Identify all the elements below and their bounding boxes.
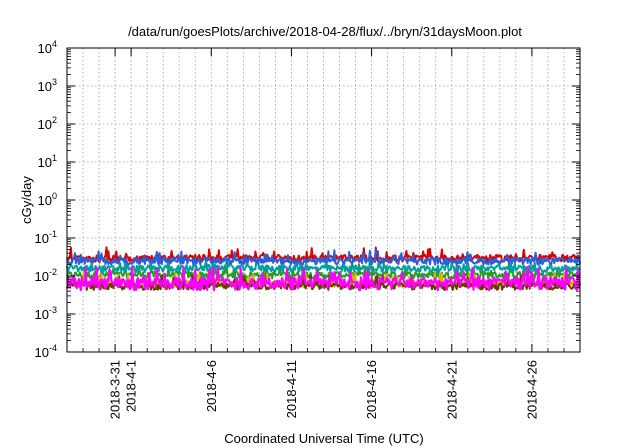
y-tick-exponent: 4 xyxy=(52,39,57,49)
series-line xyxy=(66,263,581,280)
x-axis-label: Coordinated Universal Time (UTC) xyxy=(224,431,423,446)
x-tick-labels: 2018-3-31 2018-4-1 2018-4-6 2018-4-11 2018-4… xyxy=(108,360,540,419)
x-tick-label: 2018-3-31 xyxy=(108,360,123,419)
y-tick-exponent: 0 xyxy=(52,191,57,201)
x-tick-label: 2018-4-21 xyxy=(444,360,459,419)
y-tick-label: 10-4 xyxy=(35,343,57,360)
y-tick-exponent: -4 xyxy=(49,343,57,353)
x-tick-label: 2018-4-6 xyxy=(204,360,219,412)
x-tick-label: 2018-4-26 xyxy=(524,360,539,419)
y-tick-label: 10-3 xyxy=(35,305,57,322)
y-tick-exponent: 2 xyxy=(52,115,57,125)
y-tick-base: 10 xyxy=(38,155,52,170)
series-line xyxy=(65,265,582,292)
y-tick-base: 10 xyxy=(38,193,52,208)
y-tick-exponent: -1 xyxy=(49,229,57,239)
y-tick-label: 104 xyxy=(38,39,57,56)
y-tick-exponent: -3 xyxy=(49,305,57,315)
y-tick-exponent: 1 xyxy=(52,153,57,163)
y-tick-label: 10-2 xyxy=(35,267,57,284)
y-tick-base: 10 xyxy=(38,117,52,132)
chart-title: /data/run/goesPlots/archive/2018-04-28/f… xyxy=(128,24,522,39)
x-tick-label: 2018-4-11 xyxy=(284,360,299,418)
series-line xyxy=(66,248,581,266)
x-tick-label: 2018-4-16 xyxy=(364,360,379,419)
x-tick-label: 2018-4-1 xyxy=(124,360,139,412)
y-tick-exponent: -2 xyxy=(49,267,57,277)
grid xyxy=(67,48,580,352)
y-axis-label: cGy/day xyxy=(19,176,34,224)
y-tick-base: 10 xyxy=(38,79,52,94)
y-tick-base: 10 xyxy=(35,231,49,246)
y-tick-label: 100 xyxy=(38,191,57,208)
y-tick-base: 10 xyxy=(38,41,52,56)
y-tick-label: 102 xyxy=(38,115,57,132)
y-tick-exponent: 3 xyxy=(52,77,57,87)
y-tick-base: 10 xyxy=(35,269,49,284)
y-tick-label: 103 xyxy=(38,77,57,94)
axis-ticks xyxy=(67,47,580,353)
y-tick-label: 10-1 xyxy=(35,229,57,246)
series-group xyxy=(65,246,582,292)
series-line xyxy=(66,257,581,274)
y-tick-base: 10 xyxy=(35,345,49,360)
y-tick-base: 10 xyxy=(35,307,49,322)
y-tick-label: 101 xyxy=(38,153,57,170)
